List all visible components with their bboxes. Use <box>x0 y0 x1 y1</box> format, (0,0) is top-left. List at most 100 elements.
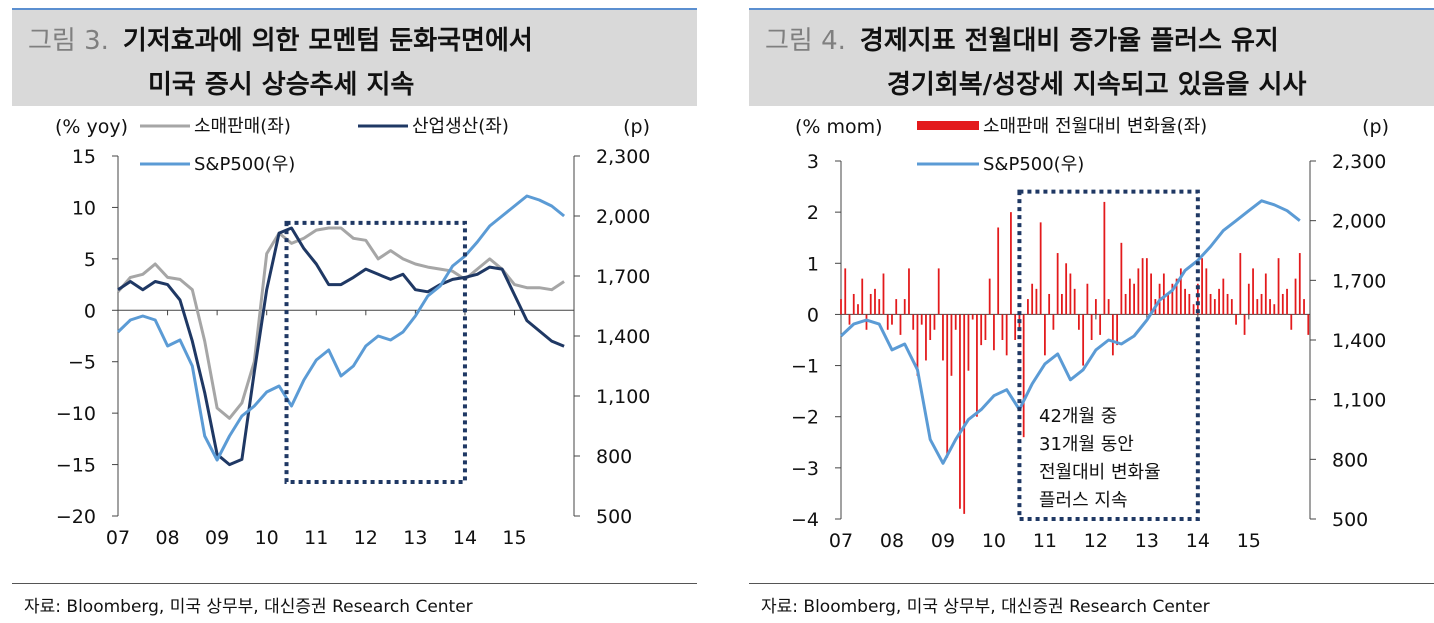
right-tick-label: 1,400 <box>596 326 650 348</box>
bar <box>1001 314 1004 340</box>
source-rule <box>12 583 697 584</box>
bar <box>1213 299 1216 315</box>
x-tick-label: 12 <box>1084 530 1108 552</box>
left-tick-label: 10 <box>72 197 96 219</box>
right-axis-unit: (p) <box>1362 116 1389 138</box>
bar <box>1031 283 1034 315</box>
x-tick-label: 12 <box>354 527 378 549</box>
figure-title-line-2: 미국 증시 상승추세 지속 <box>148 70 415 100</box>
bar <box>1218 288 1220 315</box>
figure-title-box: 그림 3. 기저효과에 의한 모멘텀 둔화국면에서 미국 증시 상승추세 지속 <box>12 10 697 106</box>
source-rule <box>749 583 1434 584</box>
figure-number: 그림 3. <box>28 26 109 56</box>
bar <box>1128 278 1131 315</box>
bar <box>1010 212 1012 315</box>
bar <box>891 314 893 325</box>
right-tick-label: 2,300 <box>596 146 650 168</box>
figure-4-panel: 그림 4. 경제지표 전월대비 증가율 플러스 유지 경기회복/성장세 지속되고 … <box>737 0 1434 623</box>
legend-label: S&P500(우) <box>194 154 295 175</box>
bar <box>1209 293 1212 315</box>
bar <box>1179 268 1182 315</box>
bar <box>865 314 868 330</box>
bar <box>908 268 910 315</box>
legend-label: 소매판매(좌) <box>194 116 291 137</box>
x-tick-label: 14 <box>453 527 477 549</box>
left-axis-unit: (% yoy) <box>55 116 128 138</box>
left-tick-label: −2 <box>791 407 819 429</box>
figure-title-line-2: 경기회복/성장세 지속되고 있음을 시사 <box>887 70 1307 100</box>
bar <box>1205 268 1208 315</box>
bar <box>886 314 889 330</box>
bar <box>857 304 859 315</box>
bar <box>1273 304 1276 315</box>
bar <box>1235 314 1237 325</box>
bar <box>840 299 842 315</box>
left-tick-label: 15 <box>72 146 96 168</box>
right-axis-unit: (p) <box>623 116 650 138</box>
bar <box>1277 258 1280 315</box>
bar <box>1107 299 1110 315</box>
bar <box>1061 293 1063 315</box>
bar <box>1298 253 1301 315</box>
bar <box>1039 222 1042 315</box>
bar <box>1269 299 1271 315</box>
left-tick-label: −4 <box>791 509 819 531</box>
annotation-line: 31개월 동안 <box>1039 434 1134 455</box>
left-tick-label: 5 <box>84 249 96 271</box>
right-tick-label: 500 <box>596 506 632 528</box>
series-line <box>116 226 565 420</box>
bar <box>993 314 995 351</box>
left-tick-label: −1 <box>791 356 819 378</box>
figure-3-panel: 그림 3. 기저효과에 의한 모멘텀 둔화국면에서 미국 증시 상승추세 지속 1… <box>0 0 697 623</box>
bar <box>1065 263 1068 315</box>
bar <box>1286 288 1288 315</box>
bar <box>1094 299 1097 315</box>
chart-plot: 15 10 5 0 −5 −10 −15 −20 2,300 2,000 1,700 1,400 1,1… <box>55 116 650 549</box>
legend-label: 소매판매 전월대비 변화율(좌) <box>983 116 1207 137</box>
bar <box>1145 258 1148 315</box>
bar <box>920 314 923 325</box>
bar <box>946 314 949 458</box>
bar <box>997 227 1000 315</box>
bar <box>1226 293 1229 315</box>
right-tick-label: 800 <box>1332 449 1368 471</box>
bar <box>1141 258 1144 315</box>
bar <box>1099 314 1102 335</box>
right-tick-label: 1,400 <box>1332 330 1386 352</box>
right-tick-label: 2,000 <box>1332 211 1386 233</box>
bar <box>1192 304 1195 315</box>
x-tick-label: 13 <box>403 527 427 549</box>
bar <box>959 314 961 509</box>
bar <box>874 288 876 315</box>
bar <box>963 314 966 514</box>
bar <box>1239 253 1242 315</box>
bar <box>1022 314 1025 438</box>
x-tick-label: 11 <box>1033 530 1057 552</box>
x-tick-label: 15 <box>502 527 526 549</box>
bar <box>1056 253 1059 315</box>
bar <box>1103 201 1106 315</box>
right-tick-label: 800 <box>596 446 632 468</box>
bar <box>1222 278 1225 315</box>
bar <box>1027 299 1029 315</box>
bar <box>1167 293 1169 315</box>
bar <box>1086 283 1089 315</box>
x-tick-label: 07 <box>106 527 130 549</box>
bar <box>929 314 932 340</box>
annotation-line: 전월대비 변화율 <box>1039 462 1161 483</box>
x-tick-label: 10 <box>255 527 279 549</box>
bar <box>1116 314 1119 346</box>
legend-label: S&P500(우) <box>983 154 1084 175</box>
figure-number: 그림 4. <box>765 26 846 56</box>
bar <box>869 293 872 315</box>
bar <box>1082 314 1085 366</box>
series-line <box>117 226 565 467</box>
bar <box>1252 268 1254 315</box>
left-tick-label: 0 <box>807 304 819 326</box>
x-tick-label: 14 <box>1186 530 1210 552</box>
bar <box>899 314 902 335</box>
bar <box>1281 293 1284 315</box>
bar <box>942 314 944 361</box>
bar <box>937 268 940 315</box>
right-tick-label: 1,700 <box>596 266 650 288</box>
